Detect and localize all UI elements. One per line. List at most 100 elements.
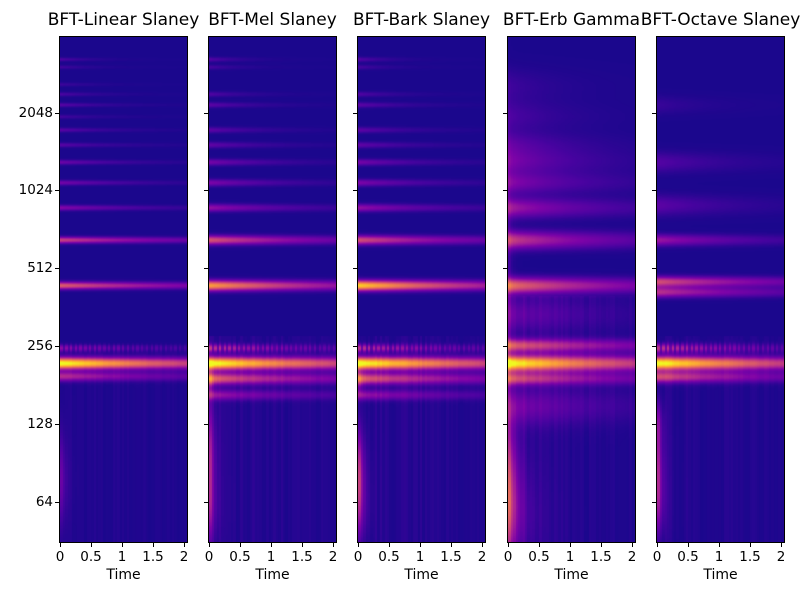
x-tick-mark xyxy=(657,543,658,547)
x-tick-mark xyxy=(209,543,210,547)
subplot-title: BFT-Octave Slaney xyxy=(640,10,800,30)
x-tick-mark xyxy=(271,543,272,547)
y-tick-mark xyxy=(503,502,508,503)
x-tick-mark xyxy=(688,543,689,547)
x-axis-label: Time xyxy=(404,567,439,583)
spectrogram-heatmap xyxy=(60,37,187,542)
x-tick-mark xyxy=(184,543,185,547)
x-tick-mark xyxy=(60,543,61,547)
y-tick-mark xyxy=(503,113,508,114)
x-tick-mark xyxy=(122,543,123,547)
x-axis-label: Time xyxy=(106,567,141,583)
x-tick-label: 0 xyxy=(503,549,513,565)
y-tick-label: 64 xyxy=(35,494,53,510)
subplot-title: BFT-Mel Slaney xyxy=(208,10,337,30)
x-tick-mark xyxy=(781,543,782,547)
x-tick-label: 1.5 xyxy=(440,549,462,565)
x-tick-label: 1.5 xyxy=(590,549,612,565)
x-tick-label: 0 xyxy=(55,549,65,565)
y-tick-mark xyxy=(204,502,209,503)
subplot-bft-octave-slaney: BFT-Octave Slaney Time 0 0.5 1 1.5 2 xyxy=(641,10,800,583)
x-tick-label: 1 xyxy=(565,549,575,565)
y-tick-mark xyxy=(55,190,60,191)
x-tick-label: 0.5 xyxy=(677,549,699,565)
y-tick-mark xyxy=(353,346,358,347)
x-axis-label: Time xyxy=(255,567,290,583)
y-tick-mark xyxy=(652,190,657,191)
x-tick-label: 1 xyxy=(714,549,724,565)
y-tick-mark xyxy=(204,424,209,425)
y-tick-mark xyxy=(204,346,209,347)
x-tick-label: 2 xyxy=(477,549,487,565)
x-tick-label: 2 xyxy=(179,549,189,565)
x-tick-label: 1 xyxy=(117,549,127,565)
x-tick-mark xyxy=(632,543,633,547)
subplot-title: BFT-Linear Slaney xyxy=(47,10,200,30)
spectrogram-heatmap xyxy=(657,37,784,542)
y-tick-mark xyxy=(652,113,657,114)
x-tick-mark xyxy=(508,543,509,547)
x-tick-mark xyxy=(750,543,751,547)
subplot-title: BFT-Erb Gamma xyxy=(502,10,641,30)
y-tick-label: 2048 xyxy=(18,105,53,121)
x-tick-label: 2 xyxy=(328,549,338,565)
y-tick-mark xyxy=(353,502,358,503)
x-tick-label: 1.5 xyxy=(739,549,761,565)
x-tick-label: 0 xyxy=(353,549,363,565)
y-tick-mark xyxy=(204,190,209,191)
x-tick-mark xyxy=(719,543,720,547)
y-tick-mark xyxy=(204,113,209,114)
spectrogram-heatmap xyxy=(358,37,485,542)
x-tick-mark xyxy=(302,543,303,547)
spectrogram-heatmap xyxy=(508,37,635,542)
x-tick-label: 0.5 xyxy=(378,549,400,565)
subplot-bft-erb-gamma: BFT-Erb Gamma Time 0 0.5 1 1.5 2 xyxy=(503,10,640,583)
x-tick-label: 1 xyxy=(266,549,276,565)
y-tick-mark xyxy=(55,502,60,503)
x-tick-label: 0.5 xyxy=(528,549,550,565)
y-tick-mark xyxy=(353,190,358,191)
x-tick-mark xyxy=(389,543,390,547)
y-tick-mark xyxy=(353,424,358,425)
y-tick-mark xyxy=(503,346,508,347)
spectrogram-heatmap xyxy=(209,37,336,542)
y-tick-mark xyxy=(652,268,657,269)
x-tick-label: 1.5 xyxy=(142,549,164,565)
x-tick-mark xyxy=(451,543,452,547)
y-tick-label: 512 xyxy=(27,260,53,276)
y-tick-mark xyxy=(55,346,60,347)
y-tick-mark xyxy=(55,424,60,425)
y-tick-label: 1024 xyxy=(18,182,53,198)
x-tick-mark xyxy=(601,543,602,547)
x-tick-mark xyxy=(570,543,571,547)
y-tick-mark xyxy=(652,346,657,347)
x-axis-label: Time xyxy=(554,567,589,583)
x-tick-label: 0 xyxy=(204,549,214,565)
x-tick-mark xyxy=(358,543,359,547)
y-tick-label: 128 xyxy=(27,416,53,432)
y-tick-mark xyxy=(503,268,508,269)
x-tick-label: 0.5 xyxy=(80,549,102,565)
y-tick-mark xyxy=(503,190,508,191)
x-tick-label: 0.5 xyxy=(229,549,251,565)
y-tick-mark xyxy=(204,268,209,269)
x-tick-label: 2 xyxy=(776,549,786,565)
x-tick-mark xyxy=(240,543,241,547)
x-tick-mark xyxy=(539,543,540,547)
subplot-bft-mel-slaney: BFT-Mel Slaney Time 0 0.5 1 1.5 2 xyxy=(204,10,337,583)
x-axis-label: Time xyxy=(703,567,738,583)
x-tick-mark xyxy=(91,543,92,547)
x-tick-mark xyxy=(333,543,334,547)
x-tick-mark xyxy=(153,543,154,547)
x-tick-label: 2 xyxy=(627,549,637,565)
subplot-bft-bark-slaney: BFT-Bark Slaney Time 0 0.5 1 1.5 2 xyxy=(353,10,490,583)
subplot-bft-linear-slaney: BFT-Linear Slaney Time 2048 1024 512 256 128… xyxy=(19,10,200,583)
y-tick-mark xyxy=(503,424,508,425)
y-tick-mark xyxy=(55,268,60,269)
x-tick-label: 1.5 xyxy=(291,549,313,565)
x-tick-mark xyxy=(482,543,483,547)
y-tick-mark xyxy=(652,424,657,425)
subplot-title: BFT-Bark Slaney xyxy=(352,10,491,30)
y-tick-mark xyxy=(353,268,358,269)
